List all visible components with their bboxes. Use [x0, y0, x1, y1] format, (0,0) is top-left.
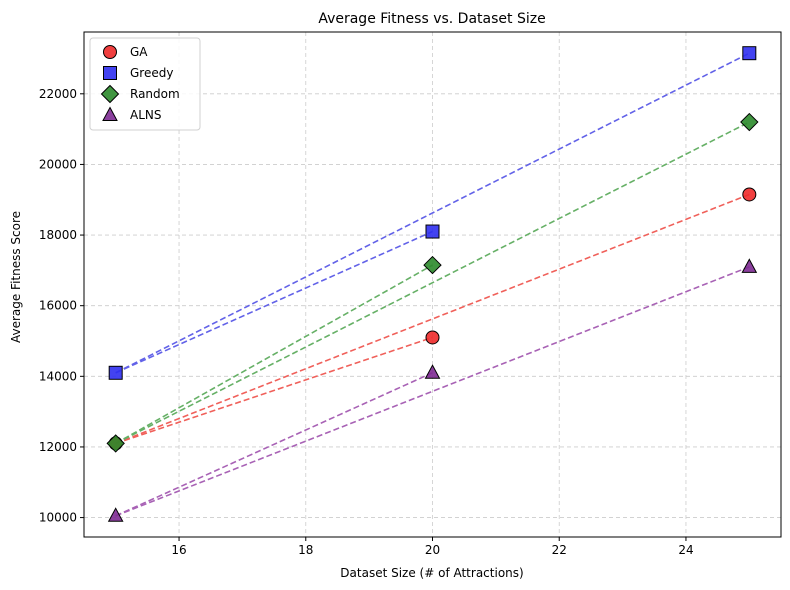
- alns-point: [424, 364, 441, 379]
- x-tick-label: 18: [298, 543, 313, 557]
- legend-random-label: Random: [130, 87, 180, 101]
- x-tick-label: 20: [425, 543, 440, 557]
- data-markers: [106, 46, 759, 522]
- greedy-point: [425, 224, 440, 239]
- legend-greedy-marker: [103, 66, 117, 80]
- y-axis-ticks: 10000 12000 14000 16000 18000 20000 22000: [39, 87, 84, 525]
- greedy-fit-line: [115, 52, 750, 374]
- x-tick-label: 16: [171, 543, 186, 557]
- legend-box: [89, 37, 201, 131]
- y-tick-label: 16000: [39, 299, 77, 313]
- legend-random-marker: [100, 84, 120, 104]
- y-tick-label: 10000: [39, 511, 77, 525]
- x-axis-label: Dataset Size (# of Attractions): [340, 566, 523, 580]
- legend-alns-label: ALNS: [130, 108, 162, 122]
- alns-point: [107, 507, 124, 522]
- y-tick-label: 20000: [39, 157, 77, 171]
- fit-lines: [115, 52, 750, 517]
- chart-title: Average Fitness vs. Dataset Size: [318, 11, 545, 27]
- x-tick-label: 24: [678, 543, 693, 557]
- legend: GA Greedy Random ALNS: [89, 37, 201, 131]
- ga-point: [742, 187, 757, 202]
- alns-fit-line: [115, 372, 433, 517]
- random-point: [740, 112, 759, 132]
- alns-fit-line: [115, 266, 750, 517]
- greedy-point: [108, 365, 123, 380]
- grid-lines: [84, 32, 781, 537]
- y-tick-label: 14000: [39, 369, 77, 383]
- ga-fit-line: [115, 193, 750, 445]
- legend-greedy-label: Greedy: [130, 66, 173, 80]
- alns-point: [741, 258, 758, 273]
- y-axis-label: Average Fitness Score: [9, 211, 23, 343]
- ga-fit-line: [115, 336, 433, 445]
- greedy-point: [742, 46, 757, 61]
- legend-ga-label: GA: [130, 45, 148, 59]
- greedy-fit-line: [115, 230, 433, 374]
- random-fit-line: [115, 121, 750, 445]
- legend-alns-marker: [102, 106, 118, 121]
- random-fit-line: [115, 264, 433, 445]
- y-tick-label: 12000: [39, 440, 77, 454]
- random-point: [423, 255, 442, 275]
- ga-point: [425, 330, 440, 345]
- x-axis-ticks: 16 18 20 22 24: [171, 537, 694, 557]
- y-tick-label: 22000: [39, 87, 77, 101]
- y-tick-label: 18000: [39, 228, 77, 242]
- legend-ga-marker: [103, 45, 117, 59]
- x-tick-label: 22: [552, 543, 567, 557]
- random-point: [106, 434, 125, 453]
